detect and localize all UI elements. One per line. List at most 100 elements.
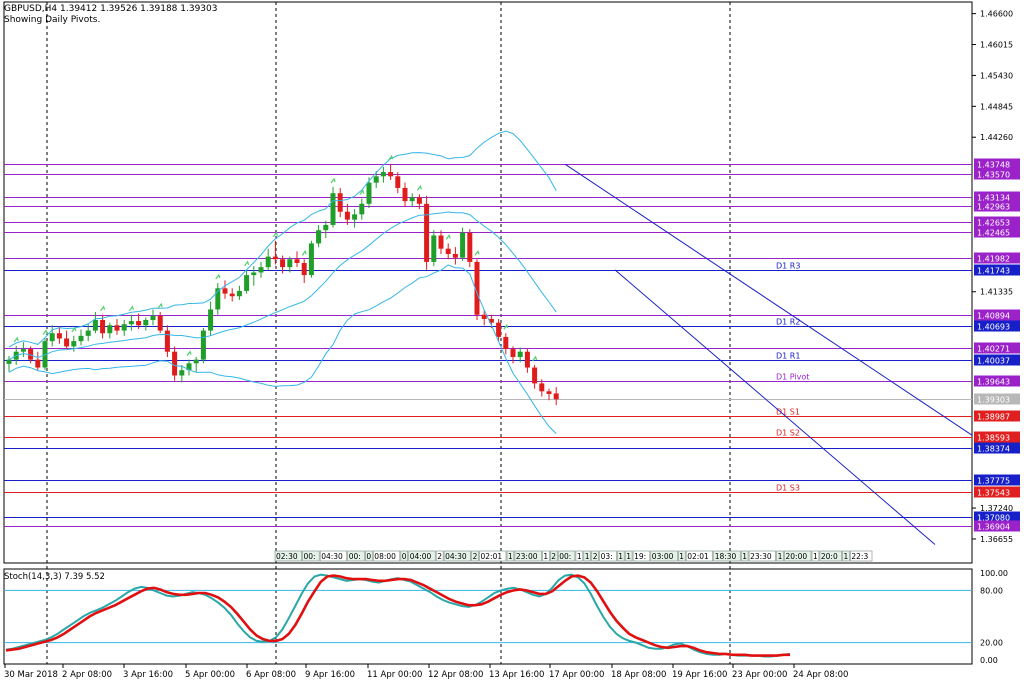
time-strip-label: 04:30 (321, 552, 343, 561)
time-strip-cell (514, 550, 542, 562)
time-strip-cell (632, 550, 651, 562)
price-tag-text: 1.43134 (977, 194, 1010, 203)
time-strip-cell (713, 550, 741, 562)
fractal-marker (244, 260, 250, 267)
price-tag-text: 1.43570 (977, 171, 1010, 180)
time-strip-label: 1 (679, 552, 684, 561)
time-strip-cell (471, 550, 479, 562)
time-strip-cell (784, 550, 812, 562)
date-axis-label: 9 Apr 16:00 (305, 670, 355, 680)
pivot-level-label: D1 Pivot (776, 373, 809, 382)
time-strip-label: 0 (402, 552, 407, 561)
trend-line-upper (564, 163, 973, 436)
bear-candle (337, 193, 343, 212)
price-tag-text: 1.36904 (977, 523, 1010, 532)
bull-candle (20, 349, 26, 352)
time-strip-label: 23:00 (516, 552, 538, 561)
price-tag-text: 1.41982 (977, 255, 1010, 264)
time-strip-label: 03: (601, 552, 613, 561)
time-strip-cell (347, 550, 365, 562)
bull-candle (460, 232, 466, 258)
date-axis-label: 19 Apr 16:00 (672, 670, 727, 680)
time-strip-label: 1 (508, 552, 513, 561)
date-axis-label: 23 Apr 00:00 (732, 670, 787, 680)
symbol-header: GBPUSD,H4 1.39412 1.39526 1.39188 1.3930… (4, 4, 218, 14)
bear-candle (56, 333, 62, 339)
bear-candle (172, 351, 178, 376)
bear-candle (467, 232, 473, 262)
time-strip-label: 1 (577, 552, 582, 561)
price-tag (974, 191, 1020, 203)
time-strip-label: 00: (559, 552, 571, 561)
fractal-marker (474, 249, 480, 256)
time-strip-cell (542, 550, 550, 562)
bull-candle (107, 325, 113, 334)
time-strip-label: 02:01 (481, 552, 503, 561)
time-strip-label: 20:0 (821, 552, 838, 561)
time-strip-cell (811, 550, 820, 562)
price-tag-text: 1.41743 (977, 267, 1010, 276)
bull-candle (6, 359, 12, 364)
bear-candle (424, 203, 430, 262)
bull-candle (78, 335, 84, 342)
bear-candle (452, 253, 458, 258)
bull-candle (143, 320, 149, 326)
price-tag-text: 1.43748 (977, 161, 1010, 170)
time-strip-cell (624, 550, 633, 562)
price-axis-label: 1.41335 (980, 288, 1013, 297)
bear-candle (481, 314, 487, 319)
price-tag-text: 1.42465 (977, 229, 1010, 238)
price-tag (974, 410, 1020, 422)
date-axis-label: 17 Apr 00:00 (549, 670, 604, 680)
price-tag-text: 1.37543 (977, 489, 1010, 498)
price-axis-label: 1.46015 (980, 41, 1013, 50)
price-axis-label: 1.37240 (980, 504, 1013, 513)
price-axis-label: 1.36655 (980, 535, 1013, 544)
time-strip-cell (599, 550, 617, 562)
time-strip-label: 00: (304, 552, 316, 561)
date-axis-label: 2 Apr 08:00 (62, 670, 112, 680)
price-tag (974, 226, 1020, 238)
time-strip-label: 1 (626, 552, 631, 561)
date-axis-label: 24 Apr 08:00 (793, 670, 848, 680)
price-tag-text: 1.37775 (977, 477, 1010, 486)
bull-candle (49, 333, 55, 342)
time-strip-cell (435, 550, 444, 562)
price-tag (974, 252, 1020, 264)
stoch-axis-label: 20.00 (980, 639, 1003, 648)
bull-candle (431, 235, 437, 262)
bear-candle (532, 367, 538, 384)
fractal-marker (503, 323, 509, 330)
time-strip-label: 1 (585, 552, 590, 561)
time-strip-cell (616, 550, 625, 562)
stoch-frame (3, 568, 973, 665)
bear-candle (35, 359, 41, 368)
pivot-level-label: D1 S2 (776, 429, 800, 438)
price-tag (974, 442, 1020, 454)
time-strip-cell (319, 550, 348, 562)
time-strip-label: 0 (366, 552, 371, 561)
bull-candle (330, 193, 336, 225)
date-axis-label: 12 Apr 08:00 (428, 670, 483, 680)
time-strip-cell (776, 550, 784, 562)
bull-candle (208, 309, 214, 331)
bull-candle (409, 197, 415, 202)
stoch-main-line (5, 573, 791, 658)
bull-candle (287, 259, 293, 268)
time-strip-cell (274, 550, 302, 562)
bear-candle (136, 321, 142, 326)
bear-candle (503, 336, 509, 350)
bull-candle (359, 203, 365, 215)
time-strip-label: 04:30 (445, 552, 467, 561)
time-strip-cell (400, 550, 408, 562)
stoch-axis-label: 100.00 (980, 569, 1008, 578)
price-tag (974, 200, 1020, 212)
bull-candle (308, 243, 314, 276)
fractal-marker (42, 329, 48, 335)
price-tag (974, 158, 1020, 170)
bear-candle (474, 261, 480, 315)
price-tag (974, 168, 1020, 180)
bear-candle (524, 351, 530, 368)
